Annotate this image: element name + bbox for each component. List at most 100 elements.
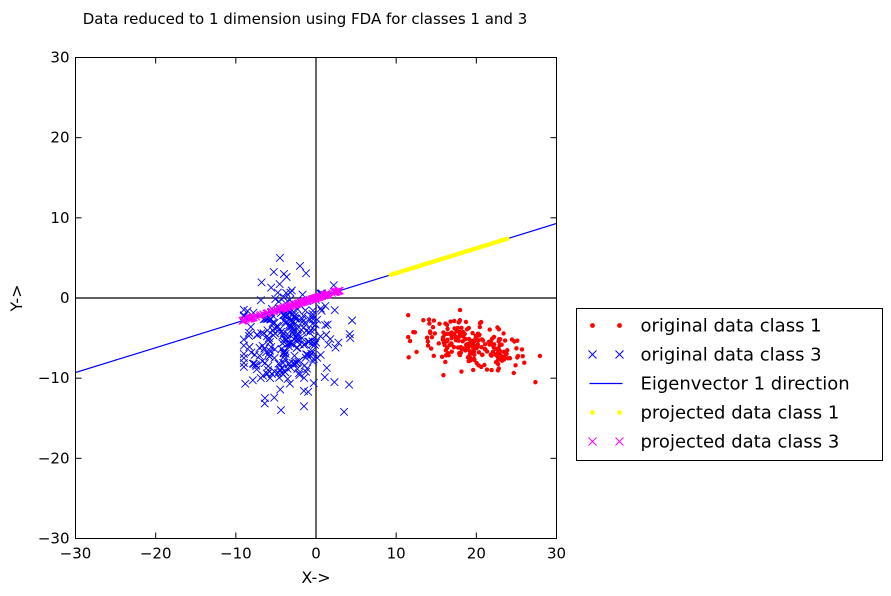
x-tick-label: 20 [467, 545, 486, 563]
data-point-class-1 [470, 350, 476, 356]
data-point-class-3 [266, 315, 275, 324]
data-point-class-1 [436, 341, 441, 346]
data-point-class-1 [432, 331, 438, 336]
data-point-class-3 [308, 337, 317, 346]
data-point-class-3 [258, 357, 267, 366]
legend-marker [615, 350, 624, 359]
legend-marker [617, 410, 622, 415]
x-tick-label: −30 [60, 545, 92, 563]
projected-point-class-3 [309, 294, 318, 303]
data-point-class-3 [308, 312, 317, 321]
projected-point-class-3 [314, 293, 323, 302]
data-point-class-1 [490, 349, 496, 354]
data-point-class-3 [252, 365, 261, 374]
data-point-class-3 [279, 293, 288, 302]
projected-point-class-3 [238, 316, 247, 325]
projected-point-class-3 [246, 314, 255, 323]
data-point-class-1 [431, 353, 436, 359]
data-point-class-1 [442, 342, 447, 348]
legend-label: original data class 1 [641, 316, 822, 337]
data-point-class-3 [323, 320, 332, 329]
data-point-class-1 [519, 347, 525, 352]
data-point-class-1 [496, 327, 502, 332]
legend-entry: original data class 1 [590, 316, 822, 337]
data-point-class-1 [459, 325, 464, 330]
data-point-class-1 [443, 339, 449, 344]
y-tick-label: 10 [50, 209, 69, 227]
data-point-class-1 [453, 337, 459, 343]
data-point-class-1 [482, 362, 487, 368]
y-tick-label: −20 [38, 449, 70, 467]
data-point-class-3 [239, 349, 248, 359]
data-point-class-3 [317, 306, 326, 315]
legend-label: Eigenvector 1 direction [641, 374, 850, 395]
data-point-class-3 [287, 315, 296, 325]
data-point-class-3 [279, 328, 288, 338]
data-point-class-1 [476, 363, 481, 368]
data-point-class-3 [253, 330, 262, 340]
data-point-class-3 [301, 269, 311, 278]
data-point-class-3 [316, 350, 325, 360]
projected-point-class-3 [257, 311, 265, 319]
data-point-class-3 [331, 343, 340, 352]
data-point-class-1 [430, 325, 436, 330]
projected-point-class-3 [263, 308, 272, 317]
data-point-class-1 [515, 353, 521, 359]
data-point-class-3 [304, 387, 313, 397]
data-point-class-1 [457, 329, 463, 335]
data-point-class-3 [300, 340, 310, 349]
legend-marker [615, 437, 624, 446]
series-projected-class-1 [388, 236, 510, 278]
data-point-class-1 [457, 318, 463, 323]
data-point-class-3 [256, 296, 266, 305]
data-point-class-1 [482, 342, 488, 347]
projected-point-class-3 [320, 291, 329, 300]
data-point-class-1 [513, 363, 518, 368]
data-point-class-3 [285, 379, 294, 388]
data-point-class-3 [257, 278, 266, 287]
data-point-class-1 [443, 359, 448, 365]
data-point-class-1 [479, 352, 485, 358]
data-point-class-1 [490, 342, 495, 347]
projected-point-class-3 [278, 304, 287, 313]
x-tick-label: 10 [387, 545, 406, 563]
projected-point-class-3 [291, 300, 300, 309]
data-point-class-3 [299, 311, 308, 320]
data-point-class-3 [284, 360, 293, 369]
data-point-class-1 [479, 337, 485, 342]
projected-point-class-3 [281, 303, 289, 312]
data-point-class-1 [414, 349, 419, 355]
data-point-class-3 [321, 321, 330, 330]
x-tick-label: −10 [220, 545, 252, 563]
data-point-class-3 [270, 353, 279, 363]
data-point-class-1 [491, 334, 497, 340]
legend-marker [590, 410, 595, 415]
data-point-class-1 [429, 334, 435, 340]
data-point-class-3 [344, 380, 354, 389]
data-point-class-1 [441, 330, 446, 335]
data-point-class-1 [439, 354, 445, 359]
data-point-class-3 [287, 286, 296, 295]
projected-point-class-3 [259, 310, 268, 319]
data-point-class-1 [502, 354, 507, 360]
data-point-class-3 [267, 369, 276, 378]
data-point-class-3 [276, 385, 285, 394]
data-point-class-3 [275, 279, 284, 289]
data-point-class-1 [466, 325, 471, 331]
data-point-class-1 [457, 352, 463, 358]
y-tick-label: 30 [50, 49, 69, 67]
data-point-class-1 [498, 354, 504, 360]
data-point-class-3 [280, 310, 289, 320]
data-point-class-3 [324, 340, 333, 349]
data-point-class-1 [471, 356, 477, 362]
data-point-class-3 [293, 329, 303, 339]
data-point-class-3 [246, 322, 255, 332]
data-point-class-3 [264, 335, 273, 345]
data-point-class-3 [310, 325, 319, 334]
data-point-class-1 [421, 317, 426, 323]
data-point-class-3 [300, 318, 310, 328]
data-point-class-3 [293, 334, 303, 343]
data-point-class-3 [330, 306, 339, 315]
legend-label: projected data class 3 [641, 432, 840, 453]
data-point-class-3 [264, 361, 273, 371]
